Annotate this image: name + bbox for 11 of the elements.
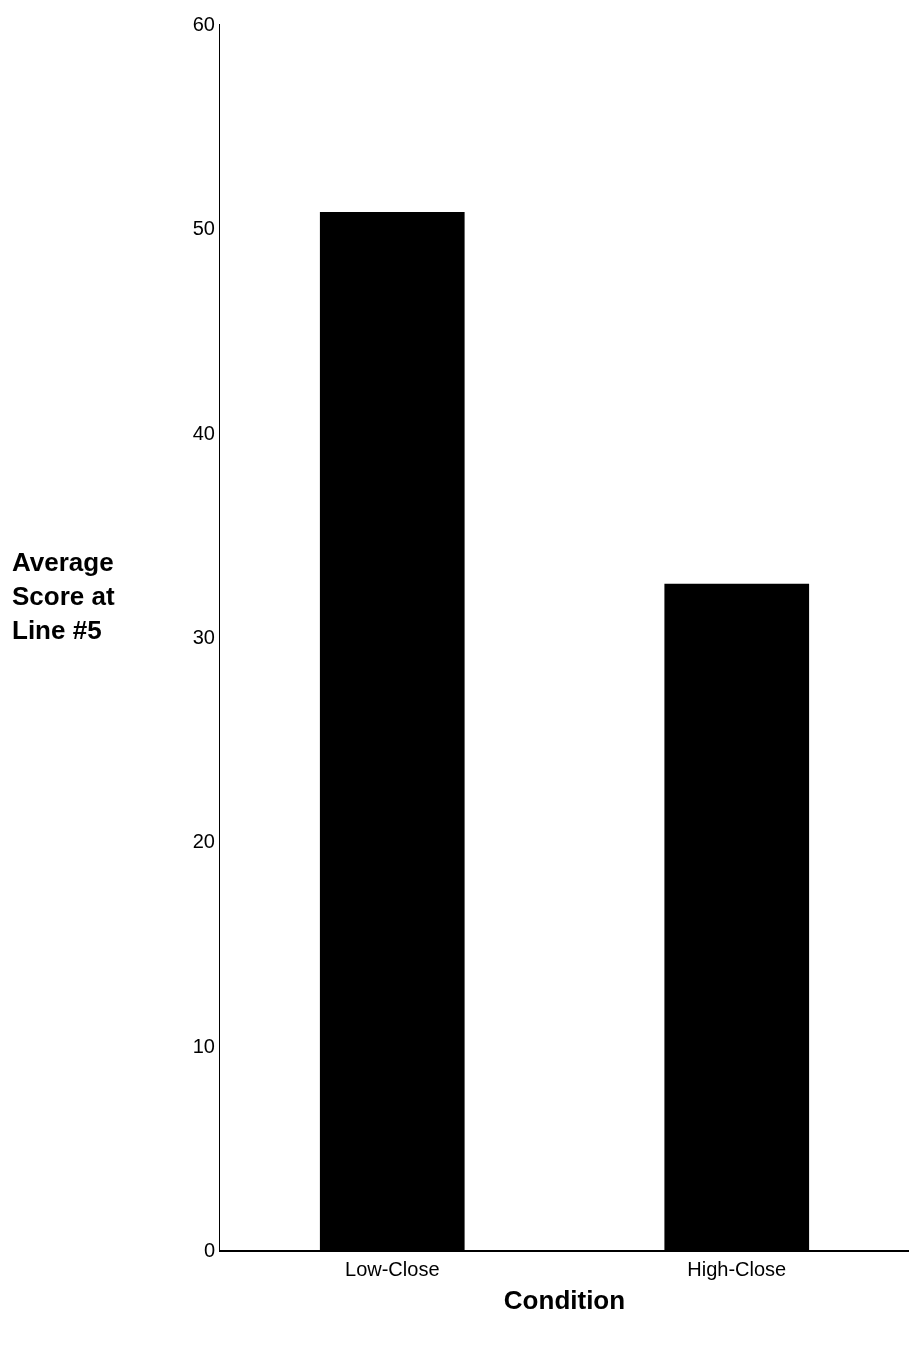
y-tick-label: 50	[192, 217, 215, 240]
y-tick-label: 10	[192, 1034, 215, 1057]
y-tick-label: 0	[203, 1239, 215, 1261]
x-tick-label: High-Close	[687, 1257, 787, 1280]
y-tick-label: 30	[192, 626, 215, 648]
y-axis-title: Average Score at Line #5	[12, 547, 115, 645]
y-tick-label: 60	[192, 13, 215, 35]
x-axis-title: Condition	[503, 1284, 626, 1315]
y-tick-label: 40	[192, 421, 215, 444]
x-tick-label: Low-Close	[345, 1257, 440, 1280]
y-tick-label: 20	[192, 830, 215, 853]
